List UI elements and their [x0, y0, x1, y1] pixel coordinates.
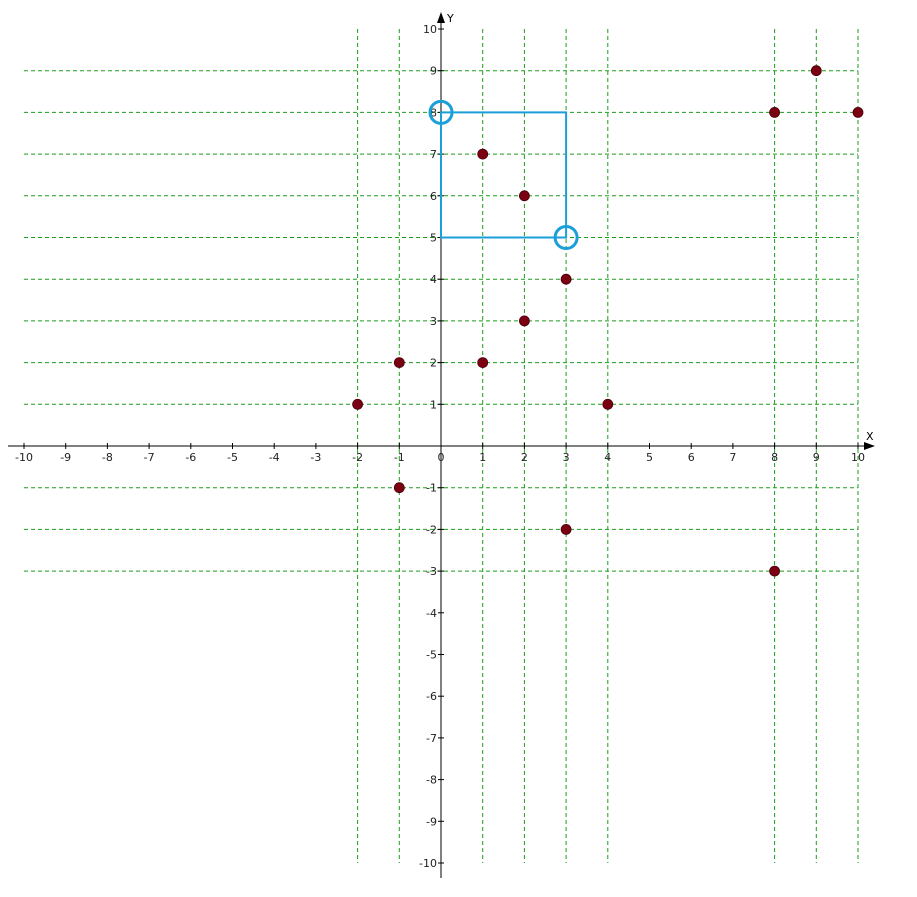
x-tick-label: -7: [144, 451, 155, 464]
data-point[interactable]: [560, 273, 572, 285]
x-tick-label: 9: [813, 451, 820, 464]
selection-handles[interactable]: [428, 99, 579, 250]
y-tick-label: 8: [430, 106, 437, 119]
x-tick-label: -4: [269, 451, 280, 464]
y-tick-label: 1: [430, 398, 437, 411]
x-tick-label: 4: [604, 451, 611, 464]
data-point[interactable]: [352, 398, 364, 410]
y-tick-label: 2: [430, 357, 437, 370]
y-tick-label: -8: [426, 774, 437, 787]
x-tick-label: -2: [352, 451, 363, 464]
data-point[interactable]: [769, 565, 780, 577]
x-axis-title: X: [866, 430, 874, 443]
x-tick-label: -3: [310, 451, 321, 464]
y-tick-label: 9: [430, 65, 437, 78]
tick-labels: -10 -9 -8 -7 -6 -5 -4 -3 -2 -1 0 1 2 3 4 5 6 7 8 9 10-10-9-8…: [15, 23, 865, 870]
selection-handle[interactable]: [553, 225, 579, 250]
x-tick-label: 2: [521, 451, 528, 464]
x-tick-label: 5: [646, 451, 653, 464]
y-tick-label: 4: [430, 273, 437, 286]
data-point[interactable]: [393, 482, 405, 494]
data-point[interactable]: [560, 524, 572, 535]
x-tick-label: -8: [102, 451, 113, 464]
selection-rect[interactable]: [440, 111, 568, 239]
x-tick-label: 1: [479, 451, 486, 464]
data-point[interactable]: [769, 107, 780, 118]
data-point[interactable]: [519, 190, 530, 202]
x-tick-label: 7: [729, 451, 736, 464]
x-tick-label: -9: [60, 451, 71, 464]
y-tick-label: -4: [426, 607, 437, 620]
y-tick-label: 3: [430, 315, 437, 328]
data-point[interactable]: [393, 357, 405, 369]
y-tick-label: -7: [426, 732, 437, 745]
y-tick-label: -6: [426, 690, 437, 703]
y-tick-label: -2: [426, 523, 437, 536]
x-tick-label: 6: [688, 451, 695, 464]
data-points[interactable]: [352, 65, 864, 577]
y-tick-label: -3: [426, 565, 437, 578]
x-tick-label: -1: [394, 451, 405, 464]
data-point[interactable]: [602, 398, 614, 410]
y-tick-label: 7: [430, 148, 437, 161]
y-axis-title: Y: [446, 12, 454, 25]
x-tick-label: -6: [185, 451, 196, 464]
y-tick-label: -10: [419, 857, 437, 870]
data-point[interactable]: [477, 357, 489, 369]
data-point[interactable]: [477, 148, 489, 160]
x-tick-label: -10: [15, 451, 33, 464]
data-point[interactable]: [519, 315, 530, 327]
selection-handle[interactable]: [428, 99, 454, 125]
y-tick-label: 10: [423, 23, 437, 36]
x-tick-label: 10: [851, 451, 865, 464]
y-tick-label: -1: [426, 482, 437, 495]
x-tick-label: -5: [227, 451, 238, 464]
y-tick-label: 5: [430, 232, 437, 245]
y-axis-arrow: [437, 12, 445, 23]
x-tick-label: 3: [563, 451, 570, 464]
x-tick-label: 8: [771, 451, 778, 464]
y-tick-label: -5: [426, 649, 437, 662]
y-tick-label: 6: [430, 190, 437, 203]
y-tick-label: -9: [426, 815, 437, 828]
x-axis-arrow: [864, 442, 875, 450]
data-point[interactable]: [810, 65, 822, 77]
x-tick-label: 0: [438, 451, 445, 464]
selection-rectangle[interactable]: [440, 111, 568, 239]
data-point[interactable]: [852, 107, 864, 118]
